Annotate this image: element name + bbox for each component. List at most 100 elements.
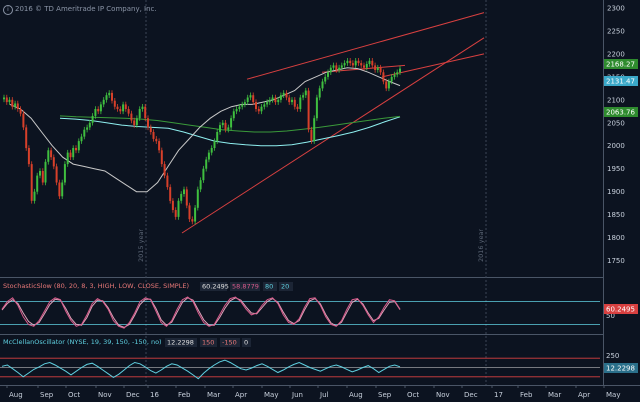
candle-body (243, 102, 246, 105)
time-tick-label: Jul (319, 391, 329, 399)
price-tick-label: 1750 (607, 257, 625, 265)
candle-body (205, 159, 208, 169)
price-tick-label: 1950 (607, 165, 625, 173)
candle-body (135, 118, 138, 126)
candle-body (346, 60, 349, 64)
time-tick-label: May (264, 391, 278, 399)
candle-body (94, 109, 97, 116)
mcclellan-title: McClellanOscillator (NYSE, 19, 39, 150, … (3, 338, 162, 346)
candle-body (282, 92, 285, 96)
trendline (181, 37, 485, 234)
candle-body (83, 129, 86, 137)
candle-body (296, 106, 299, 109)
candle-body (354, 60, 357, 66)
time-tick-label: Oct (68, 391, 80, 399)
candle-body (376, 67, 379, 70)
candle-body (313, 118, 316, 142)
mcclellan-panel[interactable] (0, 357, 600, 380)
candle-body (30, 164, 33, 201)
candle-body (72, 148, 75, 158)
time-tick-label: Mar (207, 391, 220, 399)
candle-body (291, 99, 293, 103)
candle-body (335, 65, 338, 70)
candle-body (138, 109, 141, 119)
candle-body (210, 148, 213, 153)
candle-body (249, 95, 252, 98)
candle-body (19, 109, 22, 114)
mcclellan-value-1: 12.2298 (167, 339, 194, 347)
price-tick-label: 1850 (607, 211, 625, 219)
candle-body (257, 109, 260, 112)
time-tick-label: Feb (178, 391, 191, 399)
candle-body (327, 72, 329, 77)
stochastic-panel[interactable] (0, 296, 600, 329)
candle-body (232, 111, 235, 119)
candle-body (108, 92, 111, 96)
last-price-label: 2168.27 (606, 61, 635, 69)
candle-body (357, 60, 360, 64)
copyright-text: 2016 © TD Ameritrade IP Company, Inc. (15, 5, 157, 13)
candle-body (155, 138, 158, 142)
mcclellan-line (1, 359, 401, 380)
time-tick-label: Nov (98, 391, 112, 399)
stochastic-title: StochasticSlow (80, 20, 8, 3, HIGH, LOW,… (3, 282, 189, 290)
candle-body (22, 113, 25, 128)
candle-body (141, 106, 144, 109)
time-tick-label: Dec (126, 391, 140, 399)
candle-body (252, 95, 255, 103)
candle-body (293, 99, 296, 107)
candle-body (180, 193, 183, 201)
candle-body (379, 67, 382, 73)
stochastic-value-2: 58.8779 (232, 283, 259, 291)
time-tick-label: Aug (9, 391, 23, 399)
candle-body (27, 148, 30, 165)
mcclellan-last-label: 12.2298 (606, 365, 635, 373)
candle-body (399, 68, 401, 73)
candle-body (105, 95, 108, 100)
candle-body (368, 60, 371, 64)
candle-body (183, 189, 185, 194)
candle-body (207, 152, 210, 160)
sma-short-label: 2131.47 (606, 78, 635, 86)
candle-body (111, 92, 113, 101)
candle-body (241, 104, 244, 107)
sma-long-label: 2063.76 (606, 109, 635, 117)
candle-body (16, 103, 19, 109)
candle-body (393, 74, 396, 77)
time-tick-label: Jun (291, 391, 303, 399)
candle-body (113, 100, 116, 107)
candle-body (177, 200, 180, 217)
candle-body (63, 164, 66, 183)
candle-body (127, 109, 130, 114)
candle-body (310, 129, 313, 142)
candle-body (230, 118, 233, 128)
candle-body (80, 136, 83, 142)
time-tick-label: Dec (464, 391, 478, 399)
price-tick-label: 2100 (607, 96, 625, 104)
candle-body (329, 67, 332, 73)
time-tick-label: 16 (150, 391, 159, 399)
price-panel[interactable]: 2015 year 2016 year (3, 0, 487, 385)
price-tick-label: 2300 (607, 5, 625, 13)
stochastic-axis-label: 50 (606, 312, 615, 320)
price-tick-label: 2200 (607, 50, 625, 58)
info-icon[interactable]: i (3, 5, 13, 15)
candle-body (36, 175, 39, 192)
year-label: 2016 year (477, 229, 485, 262)
candle-body (119, 109, 122, 112)
candle-body (260, 106, 263, 112)
time-tick-label: Sep (40, 391, 54, 399)
sma-long-badge (604, 107, 638, 117)
stochastic-value-box (230, 282, 260, 291)
candle-body (160, 150, 163, 165)
stochastic-value-4: 20 (281, 283, 289, 291)
candle-body (385, 81, 388, 89)
price-tick-label: 2250 (607, 28, 625, 36)
time-tick-label: Aug (349, 391, 363, 399)
candle-body (332, 65, 335, 68)
candle-body (174, 210, 177, 217)
candle-body (133, 120, 136, 126)
candle-body (66, 152, 69, 165)
mcclellan-header: McClellanOscillator (NYSE, 19, 39, 150, … (3, 338, 251, 347)
